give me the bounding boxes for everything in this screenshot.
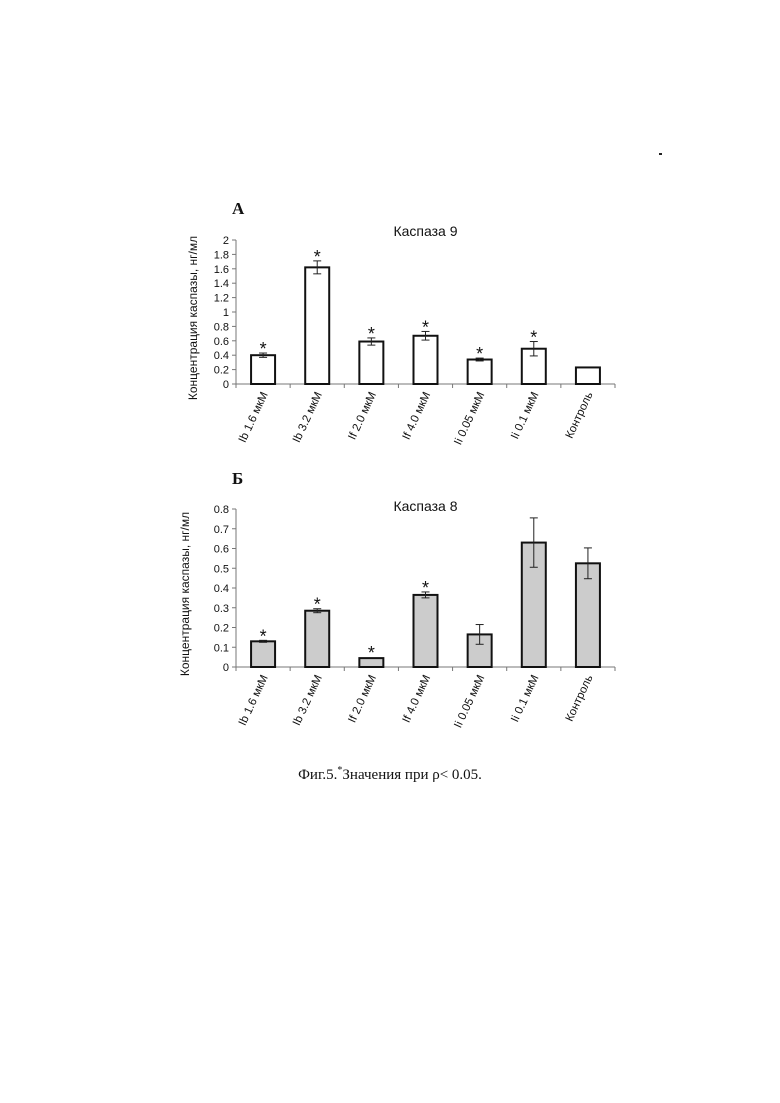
chart1-y-tick-label: 0.8 (214, 321, 229, 333)
chart1-x-tick-label: If 2.0 мкМ (347, 390, 380, 442)
chart2-significance-star: * (368, 643, 375, 663)
chart2-y-tick-label: 0.3 (214, 603, 229, 615)
chart2-y-tick-label: 0.8 (214, 504, 229, 516)
chart1-bar (414, 336, 438, 384)
chart1-x-tick-label: Ib 3.2 мкМ (291, 390, 325, 444)
chart2-y-tick-label: 0.2 (214, 623, 229, 635)
caption-prefix: Фиг.5. (298, 767, 337, 783)
chart1-y-tick-label: 0.6 (214, 336, 229, 348)
chart2-y-tick-label: 0.4 (214, 583, 229, 595)
chart2-significance-star: * (422, 578, 429, 598)
chart1-significance-star: * (476, 344, 483, 364)
chart1-significance-star: * (368, 324, 375, 344)
chart1-significance-star: * (314, 247, 321, 267)
chart2-y-axis-label: Концентрация каспазы, нг/мл (178, 512, 192, 676)
chart1-x-tick-label: If 4.0 мкМ (401, 390, 434, 442)
chart1-bar (576, 367, 600, 384)
chart2-y-tick-label: 0.6 (214, 544, 229, 556)
chart2-significance-star: * (314, 595, 321, 615)
chart1-y-tick-label: 2 (223, 235, 229, 247)
chart1-panel-label: А (232, 199, 245, 218)
chart1-y-tick-label: 1.8 (214, 249, 229, 261)
chart1-bar (359, 342, 383, 384)
chart1-significance-star: * (260, 339, 267, 359)
chart2-y-tick-label: 0.5 (214, 563, 229, 575)
chart2-title: Каспаза 8 (393, 498, 457, 514)
chart2-bar (305, 611, 329, 667)
chart2-x-tick-label: Ii 0.1 мкМ (509, 673, 541, 724)
chart2-x-tick-label: If 4.0 мкМ (401, 673, 434, 725)
chart2-bar (414, 595, 438, 667)
chart1-x-tick-label: Ii 0.1 мкМ (509, 390, 541, 441)
chart1-bar (305, 267, 329, 384)
chart2-y-tick-label: 0 (223, 662, 229, 674)
chart1-significance-star: * (422, 317, 429, 337)
chart2-y-tick-label: 0.7 (214, 524, 229, 536)
chart1-bar (251, 355, 275, 384)
chart1-y-tick-label: 1 (223, 307, 229, 319)
caption-text: Значения при ρ< 0.05. (342, 767, 482, 783)
figure-caption: Фиг.5.*Значения при ρ< 0.05. (0, 765, 780, 784)
chart1-significance-star: * (530, 328, 537, 348)
chart1-y-tick-label: 0 (223, 379, 229, 391)
chart1-x-tick-label: Ib 1.6 мкМ (237, 390, 271, 444)
chart1-y-tick-label: 1.2 (214, 293, 229, 305)
chart2-y-tick-label: 0.1 (214, 642, 229, 654)
chart2-x-tick-label: Контроль (564, 673, 596, 723)
chart2-significance-star: * (260, 626, 267, 646)
chart1-y-tick-label: 1.4 (214, 278, 229, 290)
chart2-x-tick-label: If 2.0 мкМ (347, 673, 380, 725)
chart1-y-tick-label: 0.2 (214, 365, 229, 377)
chart2-panel-label: Б (232, 469, 243, 488)
chart2-x-tick-label: Ib 3.2 мкМ (291, 673, 325, 727)
chart1-x-tick-label: Контроль (564, 390, 596, 440)
chart1-x-tick-label: Ii 0.05 мкМ (452, 390, 487, 447)
chart2-x-tick-label: Ii 0.05 мкМ (452, 673, 487, 730)
chart2-x-tick-label: Ib 1.6 мкМ (237, 673, 271, 727)
chart1-y-axis-label: Концентрация каспазы, нг/мл (186, 236, 200, 400)
chart1-y-tick-label: 1.6 (214, 264, 229, 276)
chart1-title: Каспаза 9 (393, 223, 457, 239)
chart1-y-tick-label: 0.4 (214, 350, 229, 362)
